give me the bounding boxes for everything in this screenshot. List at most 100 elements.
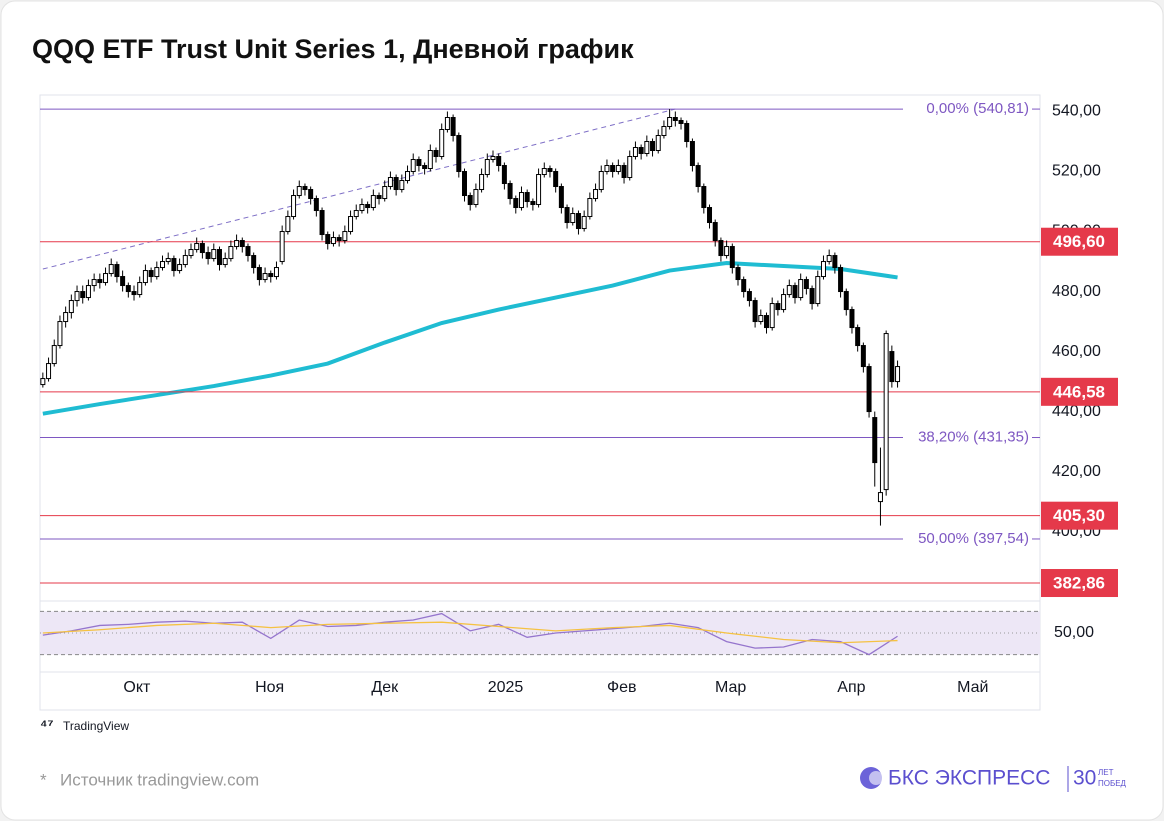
candle-body: [416, 159, 422, 167]
candle-body: [672, 117, 678, 122]
candle-body: [273, 267, 279, 278]
level-box: [1041, 569, 1118, 598]
candle-body: [587, 198, 593, 218]
candle-body: [74, 291, 80, 302]
candle-body: [655, 135, 661, 152]
candle-body: [376, 195, 382, 200]
candle-body: [553, 171, 559, 188]
candle-body: [536, 174, 542, 206]
footer: ⁴⁷ TradingView * Источник tradingview.co…: [40, 717, 1127, 792]
candle-body: [684, 123, 690, 143]
y-tick-label: 50,00: [1054, 624, 1094, 641]
candle-body: [678, 120, 684, 125]
candle-body: [741, 279, 747, 293]
candle-body: [661, 126, 667, 137]
candle-body: [718, 240, 724, 257]
candle-body: [68, 300, 74, 314]
candle-body: [57, 321, 63, 347]
candle-body: [205, 252, 211, 260]
fib-label: 50,00% (397,54): [918, 530, 1029, 547]
candle-body: [820, 261, 826, 278]
candle-body: [46, 363, 52, 380]
candle-body: [285, 216, 291, 233]
candle-body: [809, 288, 815, 305]
candle-body: [564, 207, 570, 224]
level-label: 405,30: [1053, 506, 1105, 525]
candle-body: [228, 246, 234, 260]
candle-body: [593, 189, 599, 200]
y-tick-label: 520,00: [1052, 163, 1101, 180]
candle-body: [838, 267, 844, 293]
candle-body: [467, 195, 473, 206]
candle-body: [615, 165, 621, 173]
candle-body: [667, 117, 673, 128]
candle-body: [650, 141, 656, 152]
candle-body: [798, 279, 804, 299]
candle-body: [621, 165, 627, 179]
candle-body: [422, 165, 428, 170]
candle-body: [177, 264, 183, 272]
candle-body: [63, 312, 69, 323]
candle-body: [330, 237, 336, 245]
candle-body: [524, 192, 530, 203]
candle-body: [638, 147, 644, 155]
candle-body: [541, 168, 547, 176]
candle-body: [695, 165, 701, 188]
source: Источник tradingview.com: [60, 770, 259, 789]
x-tick-label: 2025: [488, 679, 524, 696]
candle-body: [627, 156, 633, 179]
candle-body: [501, 165, 507, 185]
chart-title: QQQ ETF Trust Unit Series 1, Дневной гра…: [32, 34, 634, 64]
candle-body: [758, 315, 764, 323]
candle-body: [370, 195, 376, 209]
candle-body: [877, 492, 883, 503]
candle-body: [85, 285, 91, 299]
candle-body: [707, 207, 713, 224]
candle-body: [399, 180, 405, 191]
candle-body: [883, 333, 889, 491]
candle-body: [348, 216, 354, 233]
candle-body: [855, 327, 861, 347]
candle-body: [251, 255, 257, 269]
candle-body: [91, 279, 97, 287]
candle-body: [490, 156, 496, 161]
candle-body: [353, 210, 359, 218]
candle-body: [308, 189, 314, 200]
candle-body: [895, 366, 901, 383]
candle-body: [302, 186, 308, 191]
x-tick-label: Апр: [837, 679, 865, 696]
plot-frame: [39, 94, 1041, 711]
candle-body: [860, 345, 866, 368]
candle-body: [752, 300, 758, 323]
candle-body: [792, 285, 798, 299]
candle-body: [735, 267, 741, 281]
candle-body: [803, 279, 809, 290]
candle-body: [114, 264, 120, 278]
candle-body: [245, 246, 251, 257]
candle-body: [439, 129, 445, 158]
candle-body: [462, 171, 468, 197]
candle-body: [763, 315, 769, 329]
candle-body: [581, 216, 587, 230]
candle-body: [826, 255, 832, 263]
y-tick-label: 540,00: [1052, 103, 1101, 120]
candle-body: [148, 270, 154, 278]
candle-body: [598, 171, 604, 191]
level-label: 446,58: [1053, 382, 1105, 401]
candle-body: [872, 417, 878, 464]
candle-body: [815, 276, 821, 305]
candle-body: [154, 267, 160, 278]
badge-line: ЛЕТ: [1098, 768, 1114, 777]
candle-body: [142, 270, 148, 284]
candle-body: [359, 204, 365, 212]
y-tick-label: 420,00: [1052, 463, 1101, 480]
candle-body: [125, 285, 131, 293]
level-label: 382,86: [1053, 574, 1105, 593]
candle-body: [558, 186, 564, 209]
candle-body: [268, 273, 274, 278]
brand: БКС ЭКСПРЕСС: [888, 767, 1050, 790]
candle-body: [97, 279, 103, 284]
candle-body: [689, 141, 695, 167]
